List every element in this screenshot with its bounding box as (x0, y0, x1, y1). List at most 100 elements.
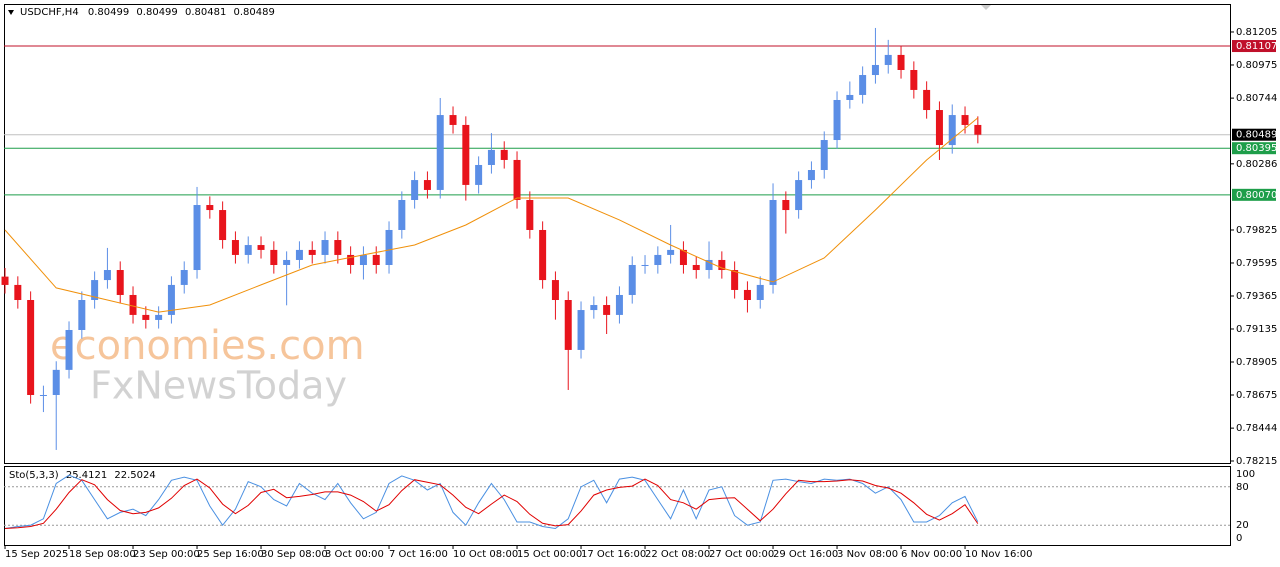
candle-body (846, 94, 854, 100)
y-tick-label: 0.79365 (1236, 291, 1277, 302)
level-label: 0.80395 (1236, 143, 1277, 154)
candle-body (961, 115, 969, 125)
stoch-tick-label: 80 (1236, 482, 1249, 493)
candle-body (603, 305, 611, 315)
candle-body (807, 170, 815, 181)
y-tick-label: 0.78675 (1236, 390, 1277, 401)
candle-body (487, 149, 495, 165)
candle-body (219, 210, 227, 241)
x-tick-label: 15 Sep 2025 (5, 549, 68, 560)
candle-body (539, 229, 547, 281)
candle-body (27, 300, 35, 395)
y-tick-label: 0.78444 (1236, 423, 1277, 434)
candle-body (884, 54, 892, 65)
level-tag (1232, 142, 1276, 155)
candle-body (206, 205, 214, 211)
candle-body (347, 254, 355, 265)
candle-body (859, 75, 867, 95)
symbol: USDCHF,H4 (20, 7, 79, 18)
y-tick-label: 0.78215 (1236, 456, 1277, 467)
candle-body (871, 64, 879, 76)
indicator-label: Sto(5,3,3) (9, 470, 59, 481)
candle-body (897, 54, 905, 70)
candle-body (718, 259, 726, 271)
candle-body (641, 264, 649, 266)
candle-body (500, 149, 508, 160)
candle-body (103, 270, 111, 281)
candle-body (615, 294, 623, 315)
candle-body (308, 249, 316, 255)
x-tick-label: 29 Oct 16:00 (773, 549, 838, 560)
x-tick-label: 15 Oct 00:00 (517, 549, 582, 560)
candle-body (423, 180, 431, 190)
x-tick-label: 25 Sep 16:00 (197, 549, 264, 560)
x-tick-label: 6 Nov 00:00 (901, 549, 962, 560)
candle-body (743, 289, 751, 301)
watermark-text: FxNewsToday (90, 364, 347, 408)
stoch-d (4, 478, 979, 529)
candle-body (436, 115, 444, 190)
y-tick-label: 0.79135 (1236, 324, 1277, 335)
x-tick-label: 30 Sep 08:00 (261, 549, 328, 560)
x-tick-label: 27 Oct 00:00 (709, 549, 774, 560)
candle-body (654, 254, 662, 265)
indicator-header: Sto(5,3,3) 25.4121 22.5024 (9, 470, 156, 481)
candle-body (372, 254, 380, 265)
candle-body (65, 329, 73, 370)
candle-body (628, 264, 636, 295)
x-tick-label: 3 Nov 08:00 (837, 549, 898, 560)
x-tick-label: 17 Oct 16:00 (581, 549, 646, 560)
candle-body (244, 245, 252, 255)
candle-body (231, 240, 239, 255)
ohlc-value: 0.80499 (136, 7, 177, 18)
level-label: 0.80070 (1236, 190, 1277, 201)
stochastic-panel (4, 466, 1231, 546)
ohlc-value: 0.80499 (88, 7, 129, 18)
candle-body (564, 300, 572, 350)
candle-body (398, 199, 406, 230)
candle-body (795, 180, 803, 211)
candle-body (513, 159, 521, 200)
candle-body (270, 249, 278, 265)
candle-body (475, 164, 483, 185)
y-tick-label: 0.81205 (1236, 27, 1277, 38)
moving-average (4, 117, 979, 313)
stoch-tick-label: 100 (1236, 469, 1255, 480)
candle-body (667, 249, 675, 255)
level-tag (1232, 40, 1276, 53)
candle-body (974, 124, 982, 135)
candle-body (910, 69, 918, 90)
candle-body (142, 314, 150, 320)
menu-arrow[interactable] (8, 10, 14, 15)
candle-body (833, 99, 841, 141)
x-tick-label: 10 Nov 16:00 (965, 549, 1032, 560)
candle-body (590, 305, 598, 311)
candle-body (462, 124, 470, 185)
candle-body (820, 140, 828, 171)
watermark: economies.com FxNewsToday (50, 323, 365, 408)
y-tick-label: 0.78905 (1236, 357, 1277, 368)
candle-body (321, 240, 329, 255)
candle-body (14, 284, 22, 301)
y-tick-label: 0.79825 (1236, 225, 1277, 236)
candle-body (155, 314, 163, 320)
stoch-tick-label: 20 (1236, 520, 1249, 531)
x-tick-label: 18 Sep 08:00 (69, 549, 136, 560)
candle-body (411, 180, 419, 200)
candle-body (193, 205, 201, 271)
candle-body (91, 280, 99, 301)
y-tick-label: 0.80975 (1236, 60, 1277, 71)
indicator-value: 25.4121 (66, 470, 107, 481)
candle-body (705, 259, 713, 271)
candle-body (295, 249, 303, 260)
price-tag (1232, 128, 1276, 141)
candle-body (116, 270, 124, 295)
ohlc-value: 0.80481 (185, 7, 226, 18)
candle-body (935, 110, 943, 146)
candle-body (385, 229, 393, 265)
candle-body (167, 284, 175, 315)
candle-body (180, 270, 188, 285)
x-tick-label: 23 Sep 00:00 (133, 549, 200, 560)
candle-body (52, 369, 60, 395)
